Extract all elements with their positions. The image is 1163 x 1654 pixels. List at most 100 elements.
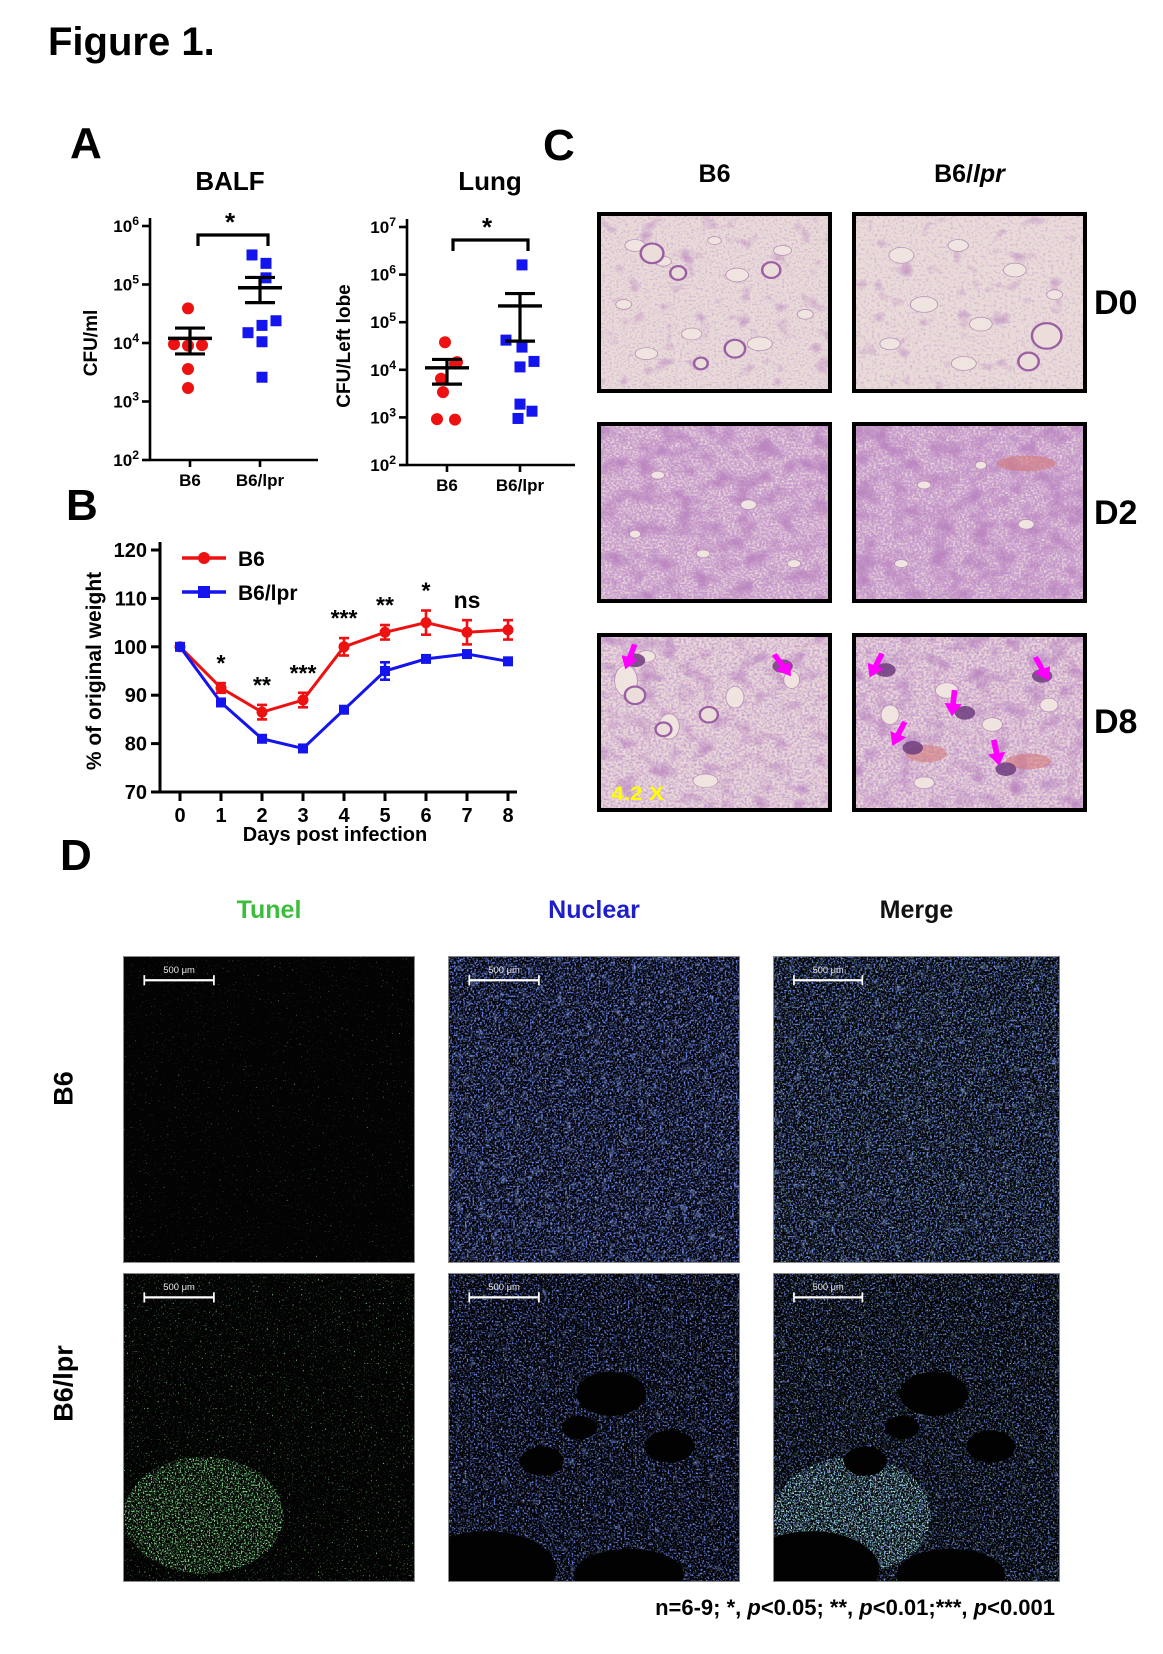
svg-text:4: 4 [338, 805, 350, 827]
histology-image-d8-b6lpr [852, 633, 1087, 812]
stats-caption: n=6-9; *, p<0.05; **, p<0.01;***, p<0.00… [655, 1595, 1055, 1620]
svg-text:107: 107 [370, 215, 396, 237]
svg-text:*: * [225, 207, 236, 237]
points-B6/lpr [242, 249, 282, 383]
svg-text:B6/lpr: B6/lpr [238, 582, 298, 605]
magnification-label: 4.2 X [611, 784, 664, 805]
balf-chart-svg: 102 103 104 105 106 BALF CFU/ml B6 B6/lpr * [81, 166, 318, 490]
svg-text:Days post infection: Days post infection [243, 824, 427, 846]
magenta-arrow-icon [621, 643, 639, 670]
svg-text:B6: B6 [436, 476, 458, 495]
points-B6 [168, 302, 208, 395]
svg-text:8: 8 [502, 805, 513, 827]
svg-text:Lung: Lung [458, 166, 522, 196]
panel-d-label: D [60, 831, 92, 880]
scale-bar-label: 500 μm [813, 965, 844, 975]
svg-text:100: 100 [114, 637, 147, 659]
axes: 102 103 104 105 106 107 [370, 215, 575, 475]
scale-bar: 500 μm [143, 964, 215, 986]
svg-text:***: *** [290, 660, 317, 686]
svg-text:120: 120 [114, 540, 147, 562]
svg-text:2: 2 [256, 805, 267, 827]
panel-c-row-label-d2: D2 [1094, 494, 1138, 532]
svg-text:80: 80 [125, 734, 147, 756]
svg-text:B6: B6 [238, 548, 265, 571]
histology-texture [601, 426, 828, 599]
series-B6/lpr [175, 641, 513, 754]
svg-text:CFU/ml: CFU/ml [81, 310, 102, 377]
svg-text:102: 102 [370, 453, 396, 475]
magenta-arrow-icon [987, 739, 1006, 766]
scale-bar: 500 μm [143, 1282, 215, 1303]
svg-text:90: 90 [125, 685, 147, 707]
svg-text:0: 0 [174, 805, 185, 827]
scale-bar: 500 μm [468, 964, 540, 986]
figure-title: Figure 1. [48, 20, 215, 64]
svg-text:7: 7 [461, 805, 472, 827]
fluorescence-texture: 500 μm [449, 957, 739, 1262]
svg-text:B6: B6 [179, 471, 201, 490]
histology-texture [601, 216, 828, 389]
svg-text:CFU/Left lobe: CFU/Left lobe [334, 284, 355, 408]
significance-bracket: * [451, 212, 530, 251]
axes: 102 103 104 105 106 [113, 214, 318, 470]
scale-bar-label: 500 μm [488, 964, 520, 975]
scale-bar-label: 500 μm [163, 1282, 195, 1293]
svg-text:105: 105 [113, 273, 139, 295]
svg-text:**: ** [253, 672, 271, 698]
svg-text:103: 103 [113, 390, 139, 412]
svg-text:6: 6 [420, 805, 431, 827]
magenta-arrow-icon [771, 653, 791, 677]
svg-text:103: 103 [370, 405, 396, 427]
histology-image-d0-b6 [597, 212, 832, 393]
histology-image-d2-b6lpr [852, 422, 1087, 603]
histology-image-d8-b6: 4.2 X [597, 633, 832, 812]
svg-text:104: 104 [370, 358, 396, 380]
svg-text:BALF: BALF [195, 166, 264, 196]
fluorescence-texture: 500 μm [449, 1274, 739, 1581]
scale-bar-label: 500 μm [163, 964, 195, 975]
panel-c-col-header-b6lpr: B6/lpr [934, 160, 1005, 188]
fluorescence-texture: 500 μm [774, 1274, 1059, 1581]
magenta-arrow-icon [890, 720, 908, 746]
fluorescence-image-b6-merge: 500 μm [773, 956, 1060, 1263]
panel-c-col-header-b6: B6 [698, 160, 731, 188]
svg-text:105: 105 [370, 310, 396, 332]
histology-image-d2-b6 [597, 422, 832, 603]
lesion-arrows [621, 643, 791, 677]
fluorescence-texture: 500 μm [774, 957, 1059, 1262]
svg-text:5: 5 [379, 805, 390, 827]
svg-text:106: 106 [113, 214, 139, 236]
svg-text:106: 106 [370, 263, 396, 285]
svg-text:ns: ns [454, 587, 481, 613]
panel-d-row-label-b6lpr: B6/lpr [48, 1345, 79, 1422]
panel-d-col-header-merge: Merge [879, 896, 954, 924]
legend: B6 B6/lpr [182, 548, 298, 605]
fluorescence-image-b6lpr-nuclear: 500 μm [448, 1273, 740, 1582]
panel-c-row-label-d0: D0 [1094, 284, 1138, 322]
fluorescence-texture: 500 μm [124, 1274, 414, 1581]
axes: 70 80 90 100 110 120 0 1 2 3 4 5 6 7 8 [114, 540, 517, 827]
mean-sem-B6/lpr [498, 291, 542, 343]
svg-text:*: * [217, 650, 226, 676]
scale-bar: 500 μm [793, 1282, 864, 1303]
scale-bar-label: 500 μm [813, 1282, 844, 1292]
histology-texture [856, 426, 1083, 599]
svg-text:***: *** [331, 605, 358, 631]
svg-text:*: * [422, 578, 431, 604]
panel-b-label: B [66, 481, 98, 530]
mean-sem-B6 [168, 326, 212, 356]
points-B6 [431, 336, 463, 426]
svg-text:B6/lpr: B6/lpr [496, 476, 545, 495]
svg-text:3: 3 [297, 805, 308, 827]
svg-text:*: * [482, 212, 493, 242]
panel-d-row-label-b6: B6 [48, 1071, 79, 1106]
scale-bar: 500 μm [793, 965, 864, 986]
fluorescence-image-b6lpr-merge: 500 μm [773, 1273, 1060, 1582]
panel-c-label: C [543, 121, 575, 170]
svg-text:110: 110 [115, 588, 147, 610]
mean-sem-B6 [425, 357, 469, 386]
lesion-arrows [867, 652, 1051, 766]
panel-c-row-label-d8: D8 [1094, 703, 1138, 741]
